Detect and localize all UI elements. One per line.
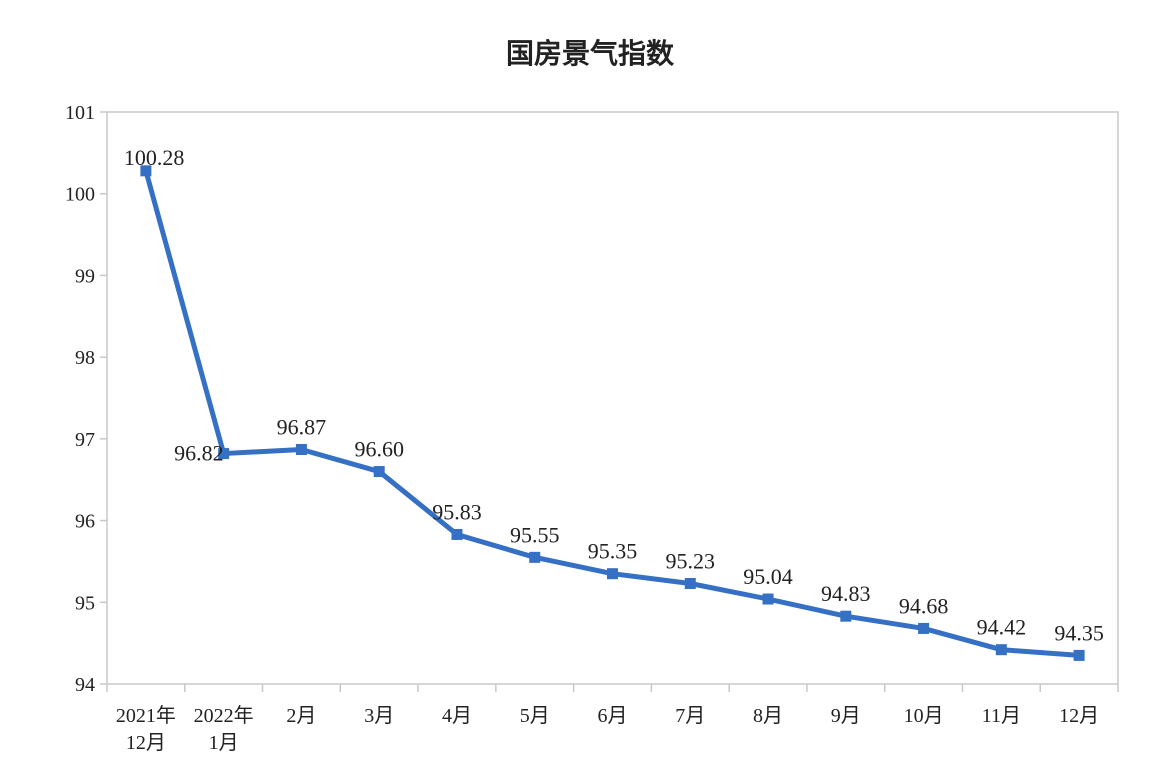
y-tick-label: 99 xyxy=(75,265,95,287)
data-label: 96.60 xyxy=(354,437,404,462)
y-tick-label: 95 xyxy=(75,592,95,614)
data-label: 95.55 xyxy=(510,522,560,547)
x-tick-label: 10月 xyxy=(904,705,944,727)
data-point-marker xyxy=(140,165,152,177)
x-tick-label-line: 1月 xyxy=(209,732,239,754)
x-tick-label-line: 7月 xyxy=(675,705,705,727)
x-tick-label: 3月 xyxy=(364,705,394,727)
data-point-marker xyxy=(840,610,852,622)
x-tick-label-line: 5月 xyxy=(520,705,550,727)
x-tick-label: 9月 xyxy=(831,705,861,727)
x-tick-label-line: 6月 xyxy=(598,705,628,727)
data-label: 94.42 xyxy=(977,615,1027,640)
x-tick-label-line: 8月 xyxy=(753,705,783,727)
data-point-marker xyxy=(451,528,463,540)
data-point-marker xyxy=(218,448,230,460)
y-tick-label: 94 xyxy=(75,674,95,696)
y-tick-label: 98 xyxy=(75,347,95,369)
x-tick-label-line: 2021年 xyxy=(116,704,176,727)
series-line-group xyxy=(140,165,1085,661)
x-tick-label-line: 11月 xyxy=(982,705,1021,727)
series-line xyxy=(143,168,1082,658)
y-tick-label: 101 xyxy=(65,102,95,124)
x-tick-label-line: 12月 xyxy=(126,732,166,754)
data-label: 100.28 xyxy=(124,145,185,170)
data-point-marker xyxy=(1073,649,1085,661)
data-point-marker xyxy=(684,577,696,589)
y-tick-label: 100 xyxy=(65,184,95,206)
x-tick-label: 2月 xyxy=(286,705,316,727)
x-tick-label: 8月 xyxy=(753,705,783,727)
data-point-marker xyxy=(373,466,385,478)
chart-title: 国房景气指数 xyxy=(506,37,675,70)
data-point-marker xyxy=(995,644,1007,656)
data-label: 94.68 xyxy=(899,593,949,618)
x-tick-label-line: 2月 xyxy=(286,705,316,727)
x-tick-label-line: 3月 xyxy=(364,705,394,727)
x-tick-label-line: 4月 xyxy=(442,705,472,727)
data-point-marker xyxy=(529,551,541,563)
x-tick-label-line: 12月 xyxy=(1059,705,1099,727)
x-tick-label: 11月 xyxy=(982,705,1021,727)
x-tick-label: 2021年 12月 xyxy=(116,704,176,754)
y-tick-label: 97 xyxy=(75,429,95,451)
data-label: 96.82 xyxy=(174,441,224,466)
x-tick-label: 5月 xyxy=(520,705,550,727)
x-tick-label-line: 2022年 xyxy=(194,704,254,727)
data-labels: 100.28 96.82 96.87 96.60 95.83 95.55 95.35 95.2… xyxy=(124,145,1104,646)
data-point-marker xyxy=(762,593,774,605)
data-label: 94.83 xyxy=(821,581,871,606)
data-label: 95.23 xyxy=(666,548,716,573)
data-point-marker xyxy=(607,568,618,580)
data-point-marker xyxy=(918,622,930,634)
x-tick-label: 12月 xyxy=(1059,705,1099,727)
plot-area-border xyxy=(106,111,1119,685)
x-tick-label: 6月 xyxy=(598,705,628,727)
data-label: 95.83 xyxy=(432,499,482,524)
data-point-marker xyxy=(295,443,307,455)
y-tick-label: 96 xyxy=(75,511,95,533)
data-label: 96.87 xyxy=(277,414,327,439)
data-label: 94.35 xyxy=(1054,620,1104,645)
x-tick-label-line: 10月 xyxy=(904,705,944,727)
data-label: 95.04 xyxy=(743,564,793,589)
y-axis: 94 95 96 97 98 99 100 101 xyxy=(65,102,107,696)
x-tick-label: 7月 xyxy=(675,705,705,727)
x-tick-label: 4月 xyxy=(442,705,472,727)
x-axis: 2021年 12月 2022年 1月 2月 3月 4月 5月 6月 7月 8月 9月 10月 11月 12月 xyxy=(106,684,1119,754)
x-tick-label-line: 9月 xyxy=(831,705,861,727)
x-tick-label: 2022年 1月 xyxy=(194,704,254,754)
plot-frame xyxy=(106,111,1119,685)
data-label: 95.35 xyxy=(588,539,638,564)
